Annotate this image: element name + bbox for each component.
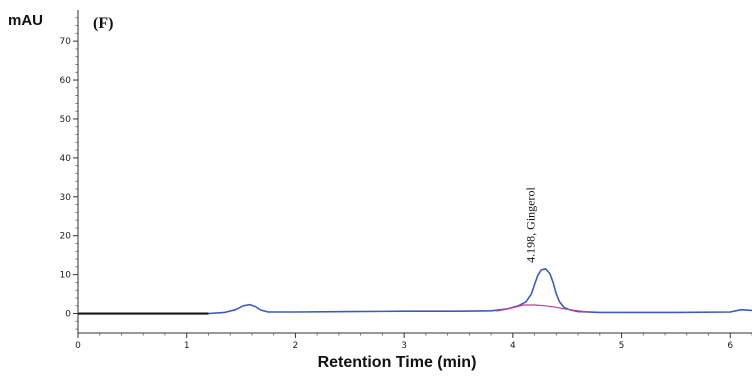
baseline-fit-line	[496, 304, 589, 313]
tick-labels: 0 10 20 30 40 50 60 70 0 1 2 3 4 5 6	[60, 37, 734, 351]
x-tick-label: 5	[619, 341, 625, 351]
y-tick-label: 40	[60, 154, 72, 164]
y-tick-label: 50	[60, 115, 72, 125]
y-axis-unit-label: mAU	[8, 12, 43, 29]
x-tick-label: 1	[184, 341, 190, 351]
y-tick-label: 60	[60, 76, 72, 86]
y-tick-label: 10	[60, 271, 72, 281]
x-tick-label: 2	[293, 341, 299, 351]
y-tick-label: 30	[60, 193, 72, 203]
x-axis-label: Retention Time (min)	[318, 354, 477, 371]
x-tick-label: 3	[401, 341, 407, 351]
y-tick-label: 70	[60, 37, 72, 47]
peak-label-gingerol: 4.198, Gingerol	[524, 187, 538, 263]
signal-trace-line	[78, 267, 752, 315]
y-tick-label: 0	[65, 310, 71, 320]
series-lines	[78, 267, 752, 315]
y-tick-label: 20	[60, 232, 72, 242]
annotations: 4.198, Gingerol	[524, 187, 538, 263]
axes	[77, 10, 752, 334]
x-tick-label: 0	[75, 341, 81, 351]
x-tick-label: 6	[727, 341, 733, 351]
panel-label: (F)	[93, 15, 113, 32]
x-tick-label: 4	[510, 341, 516, 351]
tick-marks	[73, 17, 752, 338]
